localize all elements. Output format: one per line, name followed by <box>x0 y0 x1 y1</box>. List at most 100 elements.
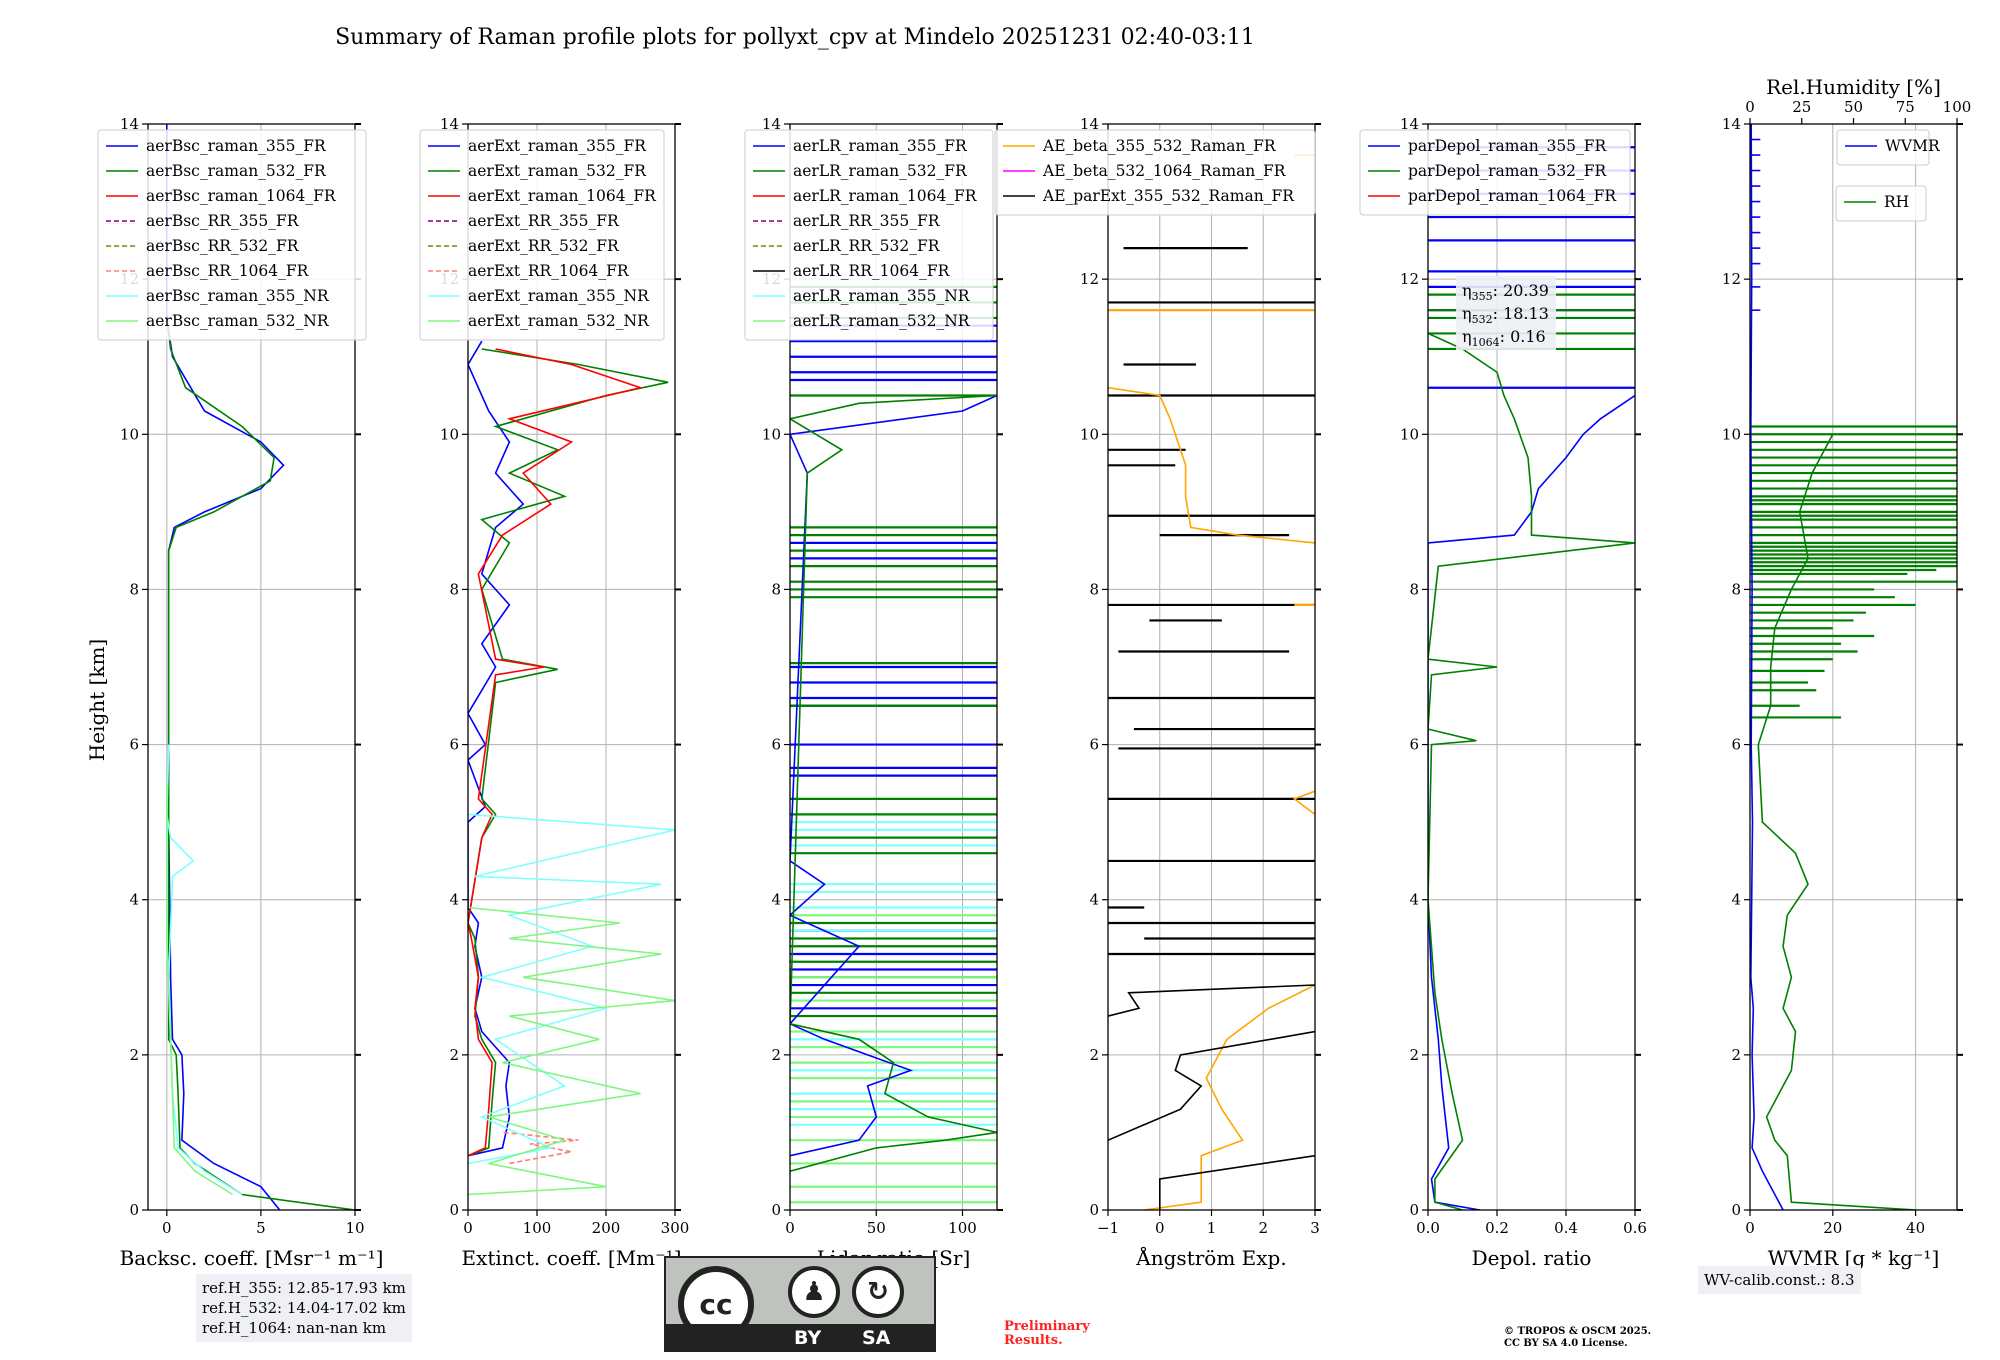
x-axis-label: Ångström Exp. <box>1135 1245 1286 1270</box>
legend-label: parDepol_raman_532_FR <box>1408 162 1608 180</box>
series-aerLR_raman_355_FR <box>790 394 997 1157</box>
y-tick-label: 14 <box>762 115 781 133</box>
x-tick-label: 20 <box>1823 1219 1842 1237</box>
eta-subscript: 1064 <box>1472 336 1500 349</box>
x-axis-label: Depol. ratio <box>1472 1246 1592 1270</box>
legend-label: AE_parExt_355_532_Raman_FR <box>1042 187 1295 205</box>
x-tick-label: 300 <box>661 1219 690 1237</box>
panel-bsc: 024681012140510Backsc. coeff. [Msr⁻¹ m⁻¹… <box>97 115 384 1270</box>
top-tick-label: 75 <box>1896 98 1915 116</box>
y-tick-label: 6 <box>1731 736 1741 754</box>
annotation-box <box>1456 276 1556 350</box>
legend-ext: aerExt_raman_355_FR aerExt_raman_532_FRae… <box>419 129 665 341</box>
series-AE_parExt_355_532_Raman_FR <box>1159 1154 1315 1210</box>
y-tick-label: 4 <box>449 891 459 909</box>
legend-box <box>419 129 665 341</box>
series-RH <box>1757 433 1916 1210</box>
x-tick-label: 0.6 <box>1623 1219 1647 1237</box>
legend-label: aerExt_RR_355_FR <box>468 212 620 230</box>
y-tick-label: 4 <box>1731 891 1741 909</box>
figure-title: Summary of Raman profile plots for polly… <box>335 25 1255 50</box>
panel-lr: 02468101214050100Lidar ratio [Sr]aerLR_r… <box>744 115 1003 1270</box>
series-AE_beta_355_532_Raman_FR <box>1292 790 1315 816</box>
cc-sa-label: SA <box>862 1327 891 1349</box>
legend-label: aerLR_RR_532_FR <box>793 237 941 255</box>
legend-label: aerExt_raman_532_FR <box>468 162 647 180</box>
legend-label: aerBsc_raman_355_NR <box>146 287 330 305</box>
legend-label: parDepol_raman_1064_FR <box>1408 187 1617 205</box>
legend-box <box>1836 129 1930 166</box>
series-AE_parExt_355_532_Raman_FR <box>1108 1030 1315 1141</box>
y-tick-label: 2 <box>1731 1046 1741 1064</box>
x-tick-label: 0 <box>1155 1219 1165 1237</box>
legend-label: aerBsc_raman_532_FR <box>146 162 327 180</box>
legend-label: aerLR_raman_1064_FR <box>793 187 978 205</box>
y-tick-label: 8 <box>449 580 459 598</box>
y-tick-label: 10 <box>1400 425 1419 443</box>
x-axis-label: Backsc. coeff. [Msr⁻¹ m⁻¹] <box>120 1246 384 1270</box>
legend-label: aerLR_raman_532_NR <box>793 312 971 330</box>
y-tick-label: 6 <box>449 736 459 754</box>
y-tick-label: 0 <box>1409 1201 1419 1219</box>
y-tick-label: 10 <box>1722 425 1741 443</box>
x-tick-label: 0 <box>785 1219 795 1237</box>
share-alike-icon: ↻ <box>852 1266 904 1318</box>
legend-label: aerExt_RR_532_FR <box>468 237 620 255</box>
plot-area-ae <box>1108 124 1315 1210</box>
y-tick-label: 0 <box>1731 1201 1741 1219</box>
legend-label: parDepol_raman_355_FR <box>1408 137 1608 155</box>
legend-label: aerBsc_raman_532_NR <box>146 312 330 330</box>
eta-value: : 20.39 <box>1493 281 1549 300</box>
x-tick-label: 0.4 <box>1554 1219 1578 1237</box>
legend-bsc: aerBsc_raman_355_FR aerBsc_raman_532_FRae… <box>97 129 367 341</box>
legend-lr: aerLR_raman_355_FR aerLR_raman_532_FR aerL… <box>744 129 994 341</box>
eta-subscript: 532 <box>1472 313 1493 326</box>
panels-group: 0 2 4 6 8 10 12 14 0 5 10 Backsc. coeff. [Msr⁻¹ m⁻¹… <box>97 75 1971 1270</box>
x-tick-label: 0 <box>1745 1219 1755 1237</box>
legend-ae: AE_beta_355_532_Raman_FR AE_beta_532_1064… <box>994 129 1316 216</box>
x-tick-label: 0.0 <box>1416 1219 1440 1237</box>
y-tick-label: 0 <box>1089 1201 1099 1219</box>
plot-area-wv <box>1750 124 1957 1210</box>
x-tick-label: 0 <box>463 1219 473 1237</box>
x-tick-label: 40 <box>1906 1219 1925 1237</box>
y-tick-label: 14 <box>120 115 139 133</box>
x-tick-label: 100 <box>523 1219 552 1237</box>
eta-symbol: η <box>1462 304 1472 323</box>
series-aerExt_raman_355_NR <box>468 813 675 1165</box>
top-tick-label: 25 <box>1792 98 1811 116</box>
x-tick-label: 0.2 <box>1485 1219 1509 1237</box>
y-tick-label: 2 <box>1409 1046 1419 1064</box>
series-aerExt_raman_532_FR <box>468 348 669 1157</box>
preliminary-results-note: Preliminary Results. <box>1004 1319 1090 1348</box>
series-parDepol_raman_355_FR <box>1428 394 1635 1210</box>
y-tick-label: 8 <box>1731 580 1741 598</box>
series-WVMR <box>1750 124 1784 1210</box>
series-aerBsc_raman_532_NR <box>166 783 234 1196</box>
series-aerLR_raman_532_FR <box>790 394 997 1172</box>
plot-area-depol <box>1428 124 1635 1210</box>
legend-wv: WVMR <box>1836 129 1941 166</box>
legend-label: AE_beta_355_532_Raman_FR <box>1042 137 1277 155</box>
y-tick-label: 10 <box>1080 425 1099 443</box>
ref-height-355: ref.H_355: 12.85-17.93 km <box>202 1279 406 1297</box>
y-tick-label: 4 <box>1409 891 1419 909</box>
legend-label: aerExt_RR_1064_FR <box>468 262 630 280</box>
legend-label: aerExt_raman_355_FR <box>468 137 647 155</box>
eta-value: : 18.13 <box>1493 304 1549 323</box>
y-tick-label: 14 <box>1080 115 1099 133</box>
y-tick-label: 12 <box>1400 270 1419 288</box>
series-AE_beta_355_532_Raman_FR <box>1144 984 1315 1210</box>
series-AE_beta_355_532_Raman_FR <box>1108 386 1315 544</box>
legend-label: aerExt_raman_532_NR <box>468 312 650 330</box>
reference-height-box: ref.H_355: 12.85-17.93 km ref.H_532: 14.… <box>196 1274 412 1342</box>
legend-box <box>744 129 994 341</box>
legend-rh: RH <box>1835 185 1927 222</box>
y-tick-label: 6 <box>129 736 139 754</box>
y-tick-label: 14 <box>1722 115 1741 133</box>
x-tick-label: 5 <box>256 1219 266 1237</box>
eta-line: η532: 18.13 <box>1462 304 1549 326</box>
plot-area-ext <box>468 124 675 1210</box>
cc-by-label: BY <box>794 1327 822 1349</box>
